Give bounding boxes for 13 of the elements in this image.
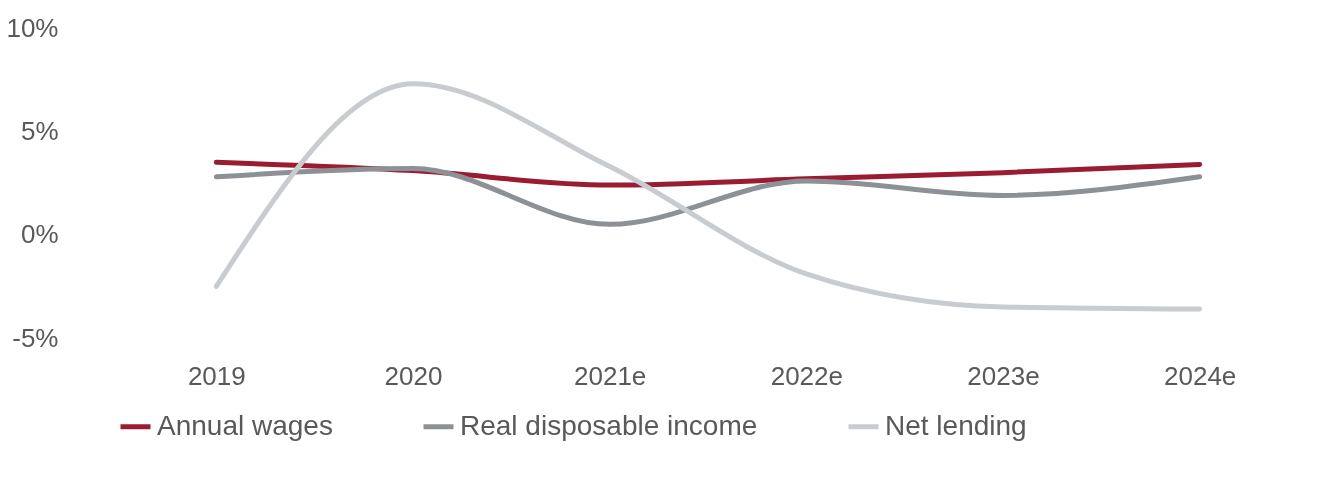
legend-label: Net lending [885,409,1027,441]
x-tick-label: 2024e [1164,360,1237,391]
y-tick-label: -5% [12,322,59,353]
x-tick-label: 2021e [574,360,647,391]
y-tick-label: 10% [6,12,59,43]
x-tick-label: 2023e [967,360,1040,391]
x-tick-label: 2022e [770,360,843,391]
legend-label: Real disposable income [460,409,758,441]
legend-label: Annual wages [157,409,333,441]
x-tick-label: 2019 [187,360,246,391]
x-tick-label: 2020 [384,360,443,391]
y-tick-label: 5% [20,115,59,146]
y-tick-label: 0% [20,219,59,250]
